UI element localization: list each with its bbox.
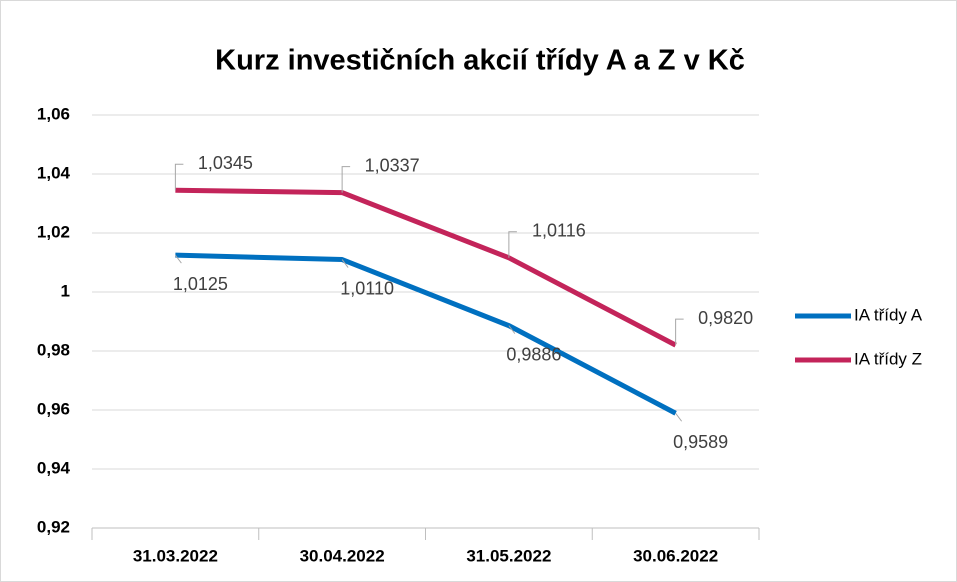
data-label: 1,0116 xyxy=(532,221,586,241)
y-tick-label: 0,98 xyxy=(37,340,70,359)
leader-line xyxy=(675,318,684,346)
x-tick-label: 31.03.2022 xyxy=(133,546,218,565)
legend-label: IA třídy A xyxy=(854,305,923,324)
data-label: 0,9589 xyxy=(673,432,728,452)
leader-line xyxy=(174,254,182,264)
leader-line xyxy=(341,259,349,268)
series-line xyxy=(175,187,677,348)
data-label: 0,9886 xyxy=(506,344,561,364)
data-label: 1,0125 xyxy=(173,274,228,294)
y-tick-label: 1 xyxy=(61,281,70,300)
y-tick-label: 1,02 xyxy=(37,222,70,241)
y-tick-label: 0,92 xyxy=(37,517,70,536)
leader-line xyxy=(675,412,683,422)
data-label: 1,0337 xyxy=(365,155,420,175)
x-tick-label: 30.04.2022 xyxy=(300,546,385,565)
x-tick-label: 30.06.2022 xyxy=(633,546,718,565)
leader-line xyxy=(341,166,351,193)
y-tick-label: 0,96 xyxy=(37,399,70,418)
x-tick-label: 31.05.2022 xyxy=(466,546,551,565)
data-label: 0,9820 xyxy=(698,308,753,328)
y-tick-label: 1,06 xyxy=(37,104,70,123)
y-tick-label: 0,94 xyxy=(37,458,71,477)
leader-line xyxy=(508,231,517,258)
y-tick-label: 1,04 xyxy=(37,163,71,182)
legend-label: IA třídy Z xyxy=(854,349,922,368)
data-label: 1,0110 xyxy=(340,278,394,298)
chart-title: Kurz investičních akcií třídy A a Z v Kč xyxy=(215,45,745,77)
series-line xyxy=(175,252,677,416)
data-label: 1,0345 xyxy=(198,153,253,173)
leader-line xyxy=(508,325,516,334)
leader-line xyxy=(174,163,184,191)
